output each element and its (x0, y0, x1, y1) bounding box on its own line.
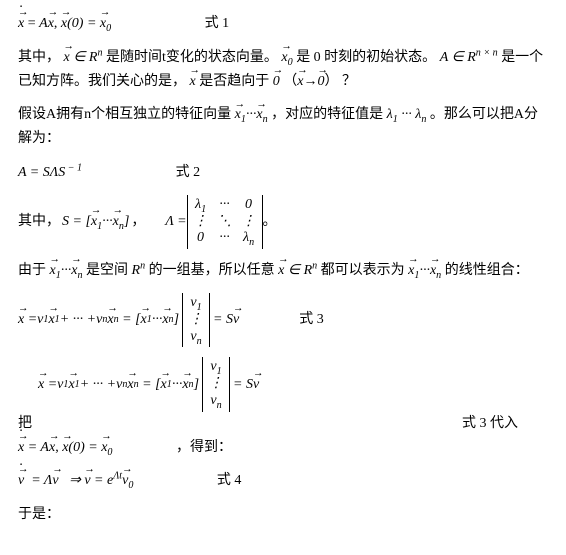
paragraph-5: x = v1x1 + ··· + vnxn = [x1···xn] v1 ⋮ v… (18, 357, 548, 459)
paragraph-6: 于是： (18, 503, 548, 527)
equation-3: x = v1x1 + ··· + vnxn = [x1···xn] v1 ⋮ v… (18, 293, 548, 347)
lambda-matrix: λ1 ··· 0 ⋮ ⋱ ⋮ 0 ··· λn (187, 195, 263, 249)
x: x (48, 12, 54, 36)
eq3-label: 式 3 (299, 308, 324, 332)
eq4-label: 式 4 (217, 469, 242, 493)
eq3-sub-label: 式 3 代入 (462, 412, 518, 436)
equation-1: x = Ax, x(0) = x0 式 1 (18, 12, 548, 36)
v-column: v1 ⋮ vn (182, 293, 210, 347)
xdot: x (18, 12, 24, 36)
paragraph-4: 由于 x1···xn 是空间 Rn 的一组基，所以任意 x ∈ Rn 都可以表示… (18, 259, 548, 283)
paragraph-3: 其中， S = [x1···xn] ， Λ = λ1 ··· 0 ⋮ ⋱ ⋮ 0… (18, 195, 548, 249)
eq2-label: 式 2 (176, 161, 201, 185)
equation-2: A = SΛS − 1 式 2 (18, 161, 548, 185)
eq1-label: 式 1 (205, 12, 230, 36)
x0: x (61, 12, 67, 36)
paragraph-1: 其中， x ∈ Rn 是随时间t变化的状态向量。 x0 是 0 时刻的初始状态。… (18, 46, 548, 94)
paragraph-2: 假设A拥有n个相互独立的特征向量 x1···xn ，对应的特征值是 λ1 ···… (18, 103, 548, 151)
A: A (39, 16, 48, 31)
equation-4: v = Λv ⇒ v = eΛtv0 式 4 (18, 469, 548, 493)
